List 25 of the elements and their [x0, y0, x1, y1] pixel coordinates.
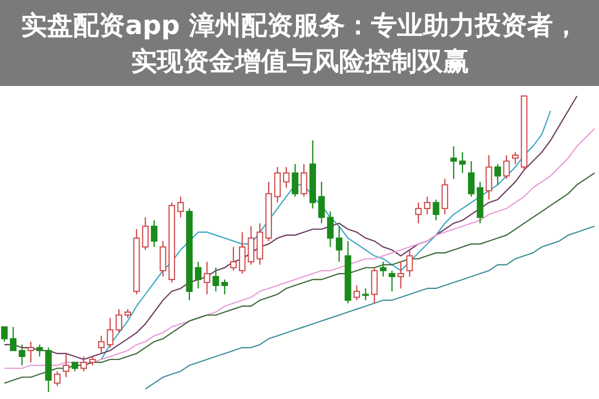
- candlestick: [442, 178, 448, 215]
- candlestick: [194, 261, 202, 289]
- chart-title: 实盘配资app 漳州配资服务：专业助力投资者，实现资金增值与风险控制双赢: [20, 10, 580, 79]
- candlestick: [398, 261, 404, 289]
- candlestick: [204, 261, 210, 295]
- candlestick: [380, 261, 386, 278]
- candlestick: [142, 216, 149, 251]
- candlestick: [309, 140, 316, 210]
- candlestick: [424, 196, 431, 215]
- candlestick: [265, 181, 272, 242]
- candlestick: [168, 202, 176, 284]
- candlestick: [238, 232, 246, 274]
- candlestick: [80, 356, 87, 372]
- candlestick: [283, 166, 290, 188]
- candlestick: [124, 308, 132, 319]
- candlestick: [327, 210, 334, 248]
- candlestick: [494, 163, 501, 186]
- candlestick: [450, 146, 457, 180]
- candlestick: [150, 220, 158, 248]
- candlestick: [468, 160, 475, 198]
- candlestick: [336, 226, 342, 262]
- candlestick: [98, 335, 105, 354]
- candlestick: [512, 152, 519, 165]
- candlestick: [212, 267, 220, 292]
- candlestick: [28, 341, 34, 363]
